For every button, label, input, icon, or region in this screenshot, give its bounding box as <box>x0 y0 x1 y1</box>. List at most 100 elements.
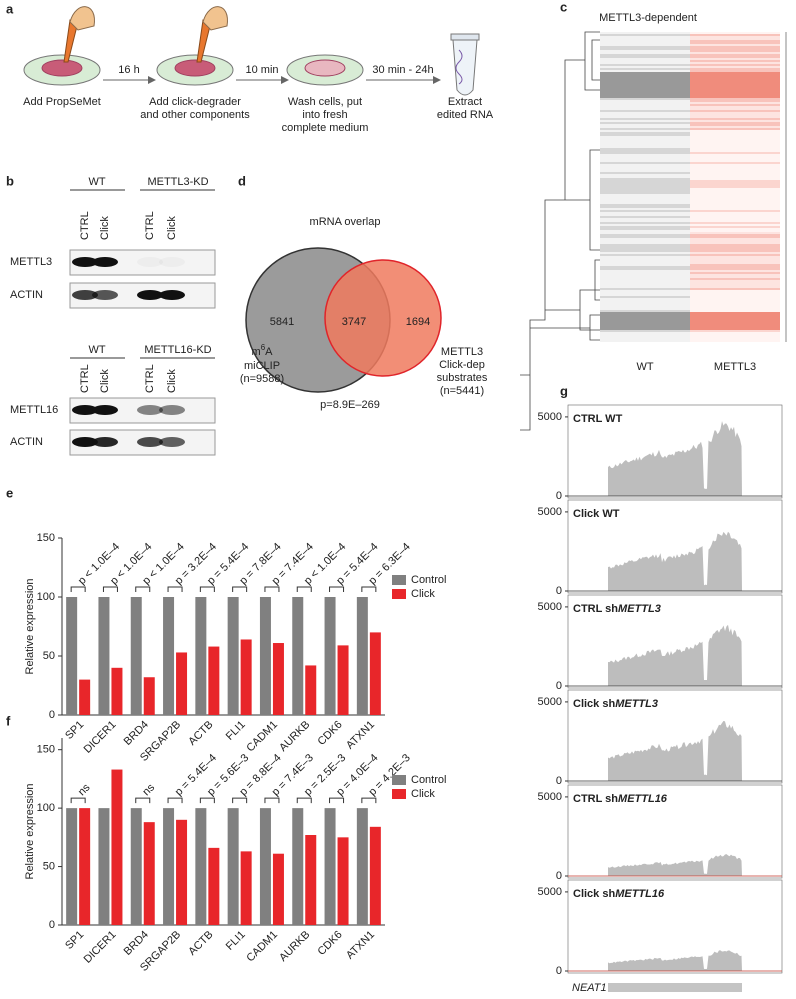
heatmap-row <box>600 270 690 272</box>
heatmap-row <box>690 214 780 216</box>
group-label: WT <box>88 344 105 356</box>
heatmap-row <box>690 70 780 72</box>
bar <box>324 808 336 925</box>
coverage <box>608 624 742 686</box>
heatmap-row <box>600 288 690 290</box>
bar <box>227 808 239 925</box>
heatmap-row <box>690 142 780 144</box>
heatmap-row <box>690 94 780 96</box>
heatmap-row <box>690 300 780 302</box>
heatmap-row <box>690 240 780 242</box>
p-value: p=8.9E–269 <box>320 399 380 411</box>
set-label: Click-dep <box>439 359 485 371</box>
y-tick-label: 150 <box>37 744 55 756</box>
heatmap-row <box>690 248 780 250</box>
y-tick-label: 50 <box>43 650 55 662</box>
heatmap-row <box>690 228 780 230</box>
coverage <box>608 950 742 971</box>
heatmap-row <box>600 128 690 130</box>
heatmap-row <box>600 228 690 230</box>
heatmap-row <box>600 274 690 276</box>
bar <box>208 646 220 715</box>
heatmap-row <box>600 252 690 254</box>
bracket <box>167 797 183 804</box>
heatmap-row <box>600 290 690 292</box>
bar <box>98 597 110 715</box>
heatmap-row <box>690 238 780 240</box>
band <box>92 437 118 447</box>
heatmap-row <box>690 302 780 304</box>
heatmap-row <box>690 42 780 44</box>
heatmap-row <box>600 68 690 70</box>
y-tick-label: 5000 <box>538 886 562 898</box>
heatmap-row <box>600 216 690 218</box>
heatmap-row <box>690 58 780 60</box>
x-tick-label: CADM1 <box>244 719 280 755</box>
hand <box>202 6 228 31</box>
set-name-part: 6 <box>261 343 266 352</box>
bar <box>66 808 78 925</box>
heatmap-row <box>600 64 690 66</box>
heatmap-row <box>690 98 780 100</box>
band <box>72 290 98 300</box>
step-label: Add PropSeMet <box>23 96 101 108</box>
heatmap-row <box>600 94 690 96</box>
heatmap-row <box>600 312 690 314</box>
row-label: METTL16 <box>10 404 58 416</box>
heatmap-row <box>690 294 780 296</box>
heatmap-row <box>600 140 690 142</box>
heatmap-row <box>690 192 780 194</box>
x-tick-label: ACTB <box>186 719 215 748</box>
set-name-part: m <box>252 346 261 358</box>
heatmap-row <box>600 298 690 300</box>
bar <box>79 679 91 715</box>
x-tick-label: CADM1 <box>244 929 280 965</box>
heatmap-row <box>690 304 780 306</box>
heatmap-row <box>600 52 690 54</box>
heatmap-row <box>690 148 780 150</box>
heatmap-row <box>690 32 780 34</box>
heatmap-row <box>600 310 690 312</box>
heatmap-row <box>690 150 780 152</box>
heatmap-row <box>600 176 690 178</box>
heatmap-row <box>600 90 690 92</box>
tube-cap <box>450 33 480 41</box>
lane-label: CTRL <box>79 211 91 240</box>
heatmap-row <box>600 272 690 274</box>
set-label: (n=9588) <box>240 373 284 385</box>
bar <box>272 643 284 715</box>
heatmap-row <box>690 128 780 130</box>
heatmap-row <box>690 314 780 316</box>
heatmap-row <box>600 294 690 296</box>
heatmap-row <box>600 162 690 164</box>
heatmap-row <box>690 340 780 342</box>
y-tick-label: 0 <box>556 775 562 787</box>
bar <box>66 597 78 715</box>
heatmap-row <box>600 278 690 280</box>
venn-title: mRNA overlap <box>310 216 381 228</box>
x-tick-label: ATXN1 <box>344 929 377 962</box>
set-label: miCLIP <box>244 360 280 372</box>
group-label: WT <box>88 176 105 188</box>
bar <box>272 853 284 925</box>
heatmap-row <box>690 244 780 246</box>
heatmap-row <box>690 84 780 86</box>
heatmap-row <box>690 52 780 54</box>
set-circle <box>324 259 442 377</box>
heatmap-row <box>690 130 780 132</box>
heatmap-row <box>600 240 690 242</box>
heatmap-row <box>600 172 690 174</box>
bar <box>305 835 317 925</box>
panel-label: e <box>6 485 13 500</box>
heatmap-row <box>600 170 690 172</box>
heatmap-row <box>690 110 780 112</box>
heatmap-row <box>600 84 690 86</box>
y-tick-label: 100 <box>37 802 55 814</box>
heatmap-row <box>600 92 690 94</box>
heatmap-row <box>600 266 690 268</box>
bracket <box>135 797 151 804</box>
heatmap-row <box>690 46 780 48</box>
arrow-label: 16 h <box>118 64 139 76</box>
heatmap-row <box>690 250 780 252</box>
track-title-gene: METTL3 <box>618 603 661 615</box>
